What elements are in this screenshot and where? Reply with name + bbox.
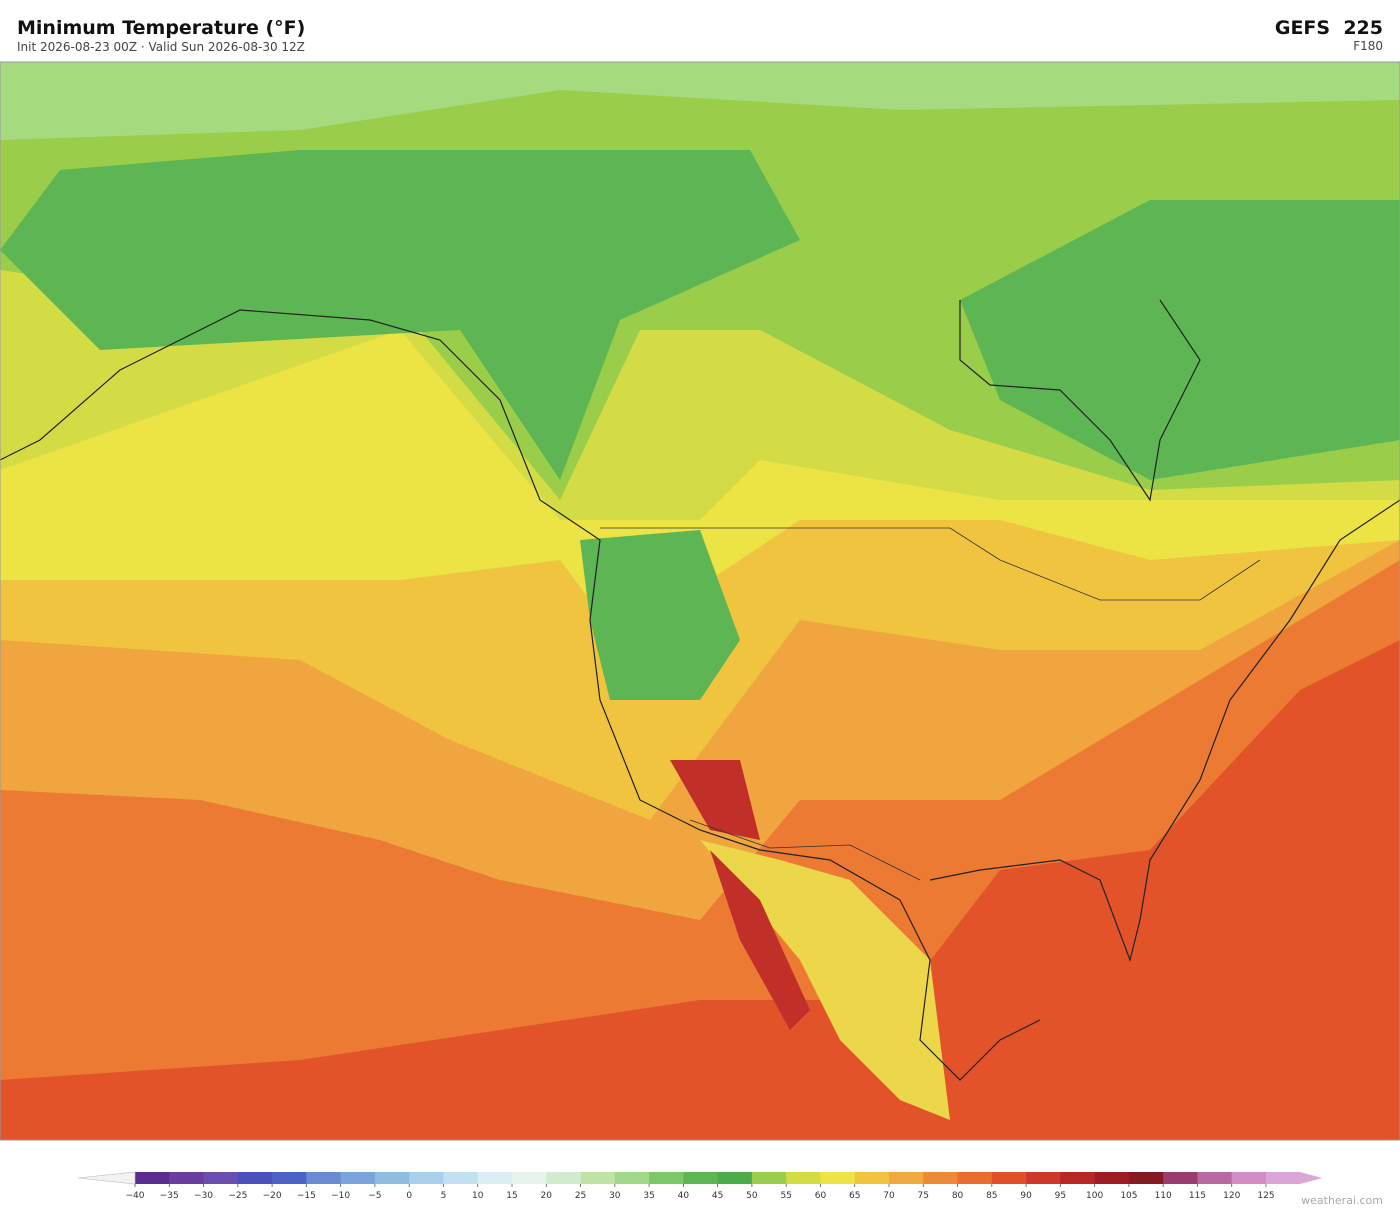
field-band bbox=[0, 150, 800, 480]
colorbar-segment bbox=[135, 1172, 170, 1184]
colorbar-tick-label: 90 bbox=[1020, 1191, 1032, 1201]
field-band bbox=[0, 62, 1400, 140]
colorbar-tick-label: −30 bbox=[194, 1191, 213, 1201]
coastline bbox=[0, 309, 1041, 1081]
colorbar-segment bbox=[477, 1172, 513, 1184]
colorbar-tick-label: 20 bbox=[541, 1191, 553, 1201]
map-frame bbox=[0, 61, 1400, 1141]
colorbar-segment bbox=[546, 1172, 582, 1184]
colorbar-tick-label: 0 bbox=[406, 1191, 412, 1201]
title: Minimum Temperature (°F) bbox=[17, 17, 305, 39]
colorbar-segment bbox=[614, 1172, 650, 1184]
colorbar-tick-label: 40 bbox=[678, 1191, 690, 1201]
colorbar-tick-label: −5 bbox=[368, 1191, 381, 1201]
colorbar-tick-label: 45 bbox=[712, 1191, 723, 1201]
colorbar-segment bbox=[923, 1172, 959, 1184]
colorbar-segment bbox=[957, 1172, 993, 1184]
colorbar-tick-label: 30 bbox=[609, 1191, 621, 1201]
colorbar-segment bbox=[169, 1172, 205, 1184]
border bbox=[689, 819, 921, 881]
colorbar-segment bbox=[272, 1172, 307, 1184]
colorbar-segment bbox=[820, 1172, 856, 1184]
colorbar-segment bbox=[1128, 1172, 1164, 1184]
colorbar-tick-label: 120 bbox=[1223, 1191, 1240, 1201]
colorbar-segment bbox=[1094, 1172, 1130, 1184]
colorbar-tick-label: 25 bbox=[575, 1191, 586, 1201]
map bbox=[0, 61, 1400, 1141]
colorbar-tick-label: 105 bbox=[1120, 1191, 1137, 1201]
colorbar-segment bbox=[340, 1172, 376, 1184]
colorbar-segment bbox=[580, 1172, 616, 1184]
colorbar-tick-label: 70 bbox=[883, 1191, 895, 1201]
colorbar-segment bbox=[203, 1172, 239, 1184]
colorbar-tick-label: 100 bbox=[1086, 1191, 1103, 1201]
field-band bbox=[670, 760, 760, 840]
colorbar-tick-label: 55 bbox=[780, 1191, 791, 1201]
coastline bbox=[959, 299, 1201, 502]
colorbar-tick-label: 75 bbox=[918, 1191, 929, 1201]
colorbar-segment bbox=[889, 1172, 924, 1184]
colorbar-tick-label: 110 bbox=[1155, 1191, 1172, 1201]
colorbar-segment bbox=[1231, 1172, 1267, 1184]
colorbar-segment bbox=[306, 1172, 342, 1184]
colorbar-segment bbox=[1026, 1172, 1061, 1184]
colorbar-tick-label: 15 bbox=[506, 1191, 517, 1201]
forecast-hour: F180 bbox=[1353, 39, 1383, 53]
colorbar-tick-label: 10 bbox=[472, 1191, 484, 1201]
field-band bbox=[580, 530, 740, 700]
colorbar-tick-label: 85 bbox=[986, 1191, 997, 1201]
colorbar-tick-label: 50 bbox=[746, 1191, 758, 1201]
colorbar-tick-label: 5 bbox=[441, 1191, 447, 1201]
colorbar-tick-label: 125 bbox=[1257, 1191, 1274, 1201]
colorbar-tick-label: −35 bbox=[160, 1191, 179, 1201]
model: GEFS 225 bbox=[1275, 17, 1383, 39]
colorbar-segment bbox=[512, 1172, 547, 1184]
colorbar-segment bbox=[991, 1172, 1027, 1184]
coastline bbox=[929, 499, 1400, 963]
colorbar-tick-label: 95 bbox=[1055, 1191, 1066, 1201]
colorbar-tick-label: 115 bbox=[1189, 1191, 1206, 1201]
colorbar-segment bbox=[683, 1172, 719, 1184]
colorbar-tick-label: −20 bbox=[263, 1191, 282, 1201]
credit: weatherai.com bbox=[1301, 1194, 1383, 1207]
border bbox=[600, 527, 1261, 601]
colorbar-tick-label: 35 bbox=[643, 1191, 654, 1201]
colorbar-tick-label: −40 bbox=[126, 1191, 145, 1201]
colorbar-tick-label: −25 bbox=[228, 1191, 247, 1201]
colorbar-tick-label: 65 bbox=[849, 1191, 860, 1201]
colorbar-segment bbox=[374, 1172, 410, 1184]
colorbar-segment bbox=[1197, 1172, 1233, 1184]
colorbar: −40 −35 −30 −25 −20 −15 −10 −5 0 5 10 15 20 25 30 35 40 4… bbox=[77, 1171, 1322, 1201]
colorbar-extend-low bbox=[77, 1171, 136, 1185]
colorbar-segment bbox=[717, 1172, 753, 1184]
subtitle: Init 2026-08-23 00Z · Valid Sun 2026-08-… bbox=[17, 40, 305, 54]
colorbar-tick-label: −15 bbox=[297, 1191, 316, 1201]
colorbar-segment bbox=[854, 1172, 890, 1184]
colorbar-segment bbox=[751, 1172, 787, 1184]
colorbar-segment bbox=[786, 1172, 821, 1184]
colorbar-tick-label: 80 bbox=[952, 1191, 964, 1201]
colorbar-segment bbox=[409, 1172, 444, 1184]
colorbar-segment bbox=[1060, 1172, 1096, 1184]
colorbar-segment bbox=[649, 1172, 684, 1184]
field-band bbox=[710, 850, 810, 1030]
colorbar-extend-high bbox=[1266, 1172, 1322, 1184]
field-band bbox=[960, 200, 1400, 480]
colorbar-tick-label: 60 bbox=[815, 1191, 827, 1201]
colorbar-tick-label: −10 bbox=[331, 1191, 350, 1201]
colorbar-segment bbox=[237, 1172, 273, 1184]
colorbar-segment bbox=[443, 1172, 479, 1184]
colorbar-segment bbox=[1163, 1172, 1198, 1184]
